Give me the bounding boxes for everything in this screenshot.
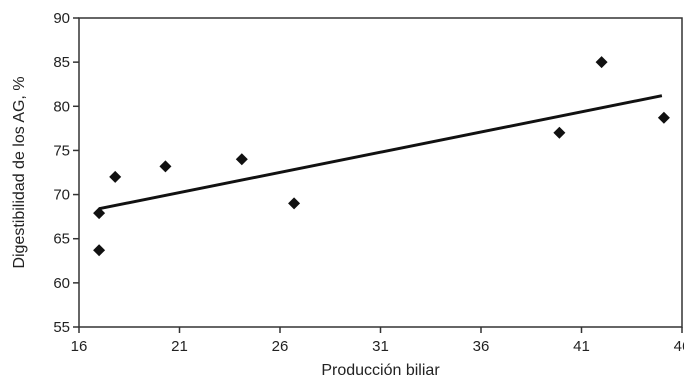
y-tick-label: 85	[53, 54, 70, 71]
y-tick-label: 55	[53, 319, 70, 336]
y-tick-label: 65	[53, 231, 70, 248]
x-tick-label: 21	[171, 338, 188, 355]
x-tick-label: 46	[674, 338, 684, 355]
x-tick-label: 41	[573, 338, 590, 355]
data-point	[657, 111, 670, 124]
data-point	[109, 170, 122, 183]
y-tick-label: 70	[53, 187, 70, 204]
y-axis-title: Digestibilidad de los AG, %	[11, 76, 28, 268]
y-tick-label: 80	[53, 98, 70, 115]
x-tick-label: 16	[71, 338, 88, 355]
data-point	[235, 153, 248, 166]
data-point	[93, 207, 106, 220]
x-tick-label: 36	[473, 338, 490, 355]
data-point	[93, 244, 106, 257]
axes	[78, 17, 683, 328]
x-tick-label: 31	[372, 338, 389, 355]
tick-labels: 16 21 26 31 36 41 46 55 60 65 70 75 80 85 90	[53, 10, 684, 355]
trend-line	[98, 94, 663, 211]
data-point	[159, 160, 172, 173]
ticks	[73, 17, 683, 333]
data-points	[93, 56, 670, 257]
data-point	[553, 126, 566, 139]
data-point	[288, 197, 301, 210]
x-tick-label: 26	[272, 338, 289, 355]
x-axis-title: Producción biliar	[321, 362, 440, 379]
y-tick-label: 60	[53, 275, 70, 292]
plot-frame	[78, 17, 683, 328]
y-tick-label: 90	[53, 10, 70, 27]
y-tick-label: 75	[53, 142, 70, 159]
data-point	[595, 56, 608, 69]
